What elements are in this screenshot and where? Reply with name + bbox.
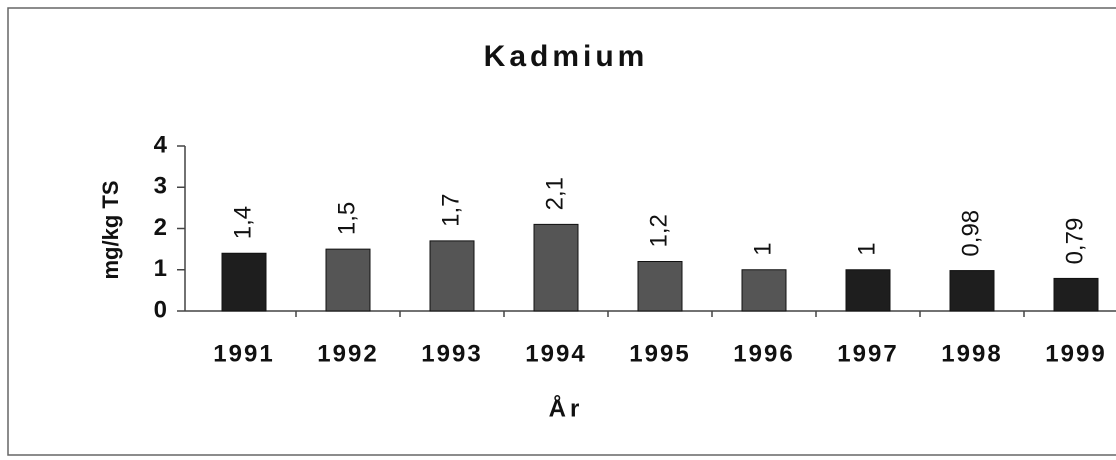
y-tick-label: 2 (154, 214, 167, 241)
bar (1053, 277, 1099, 312)
chart-title: Kadmium (484, 40, 649, 73)
value-label: 1,4 (229, 206, 256, 239)
bar (429, 240, 475, 312)
value-label: 2,1 (541, 177, 568, 210)
value-label: 0,98 (957, 210, 984, 257)
x-tick-label: 1993 (421, 340, 482, 367)
value-label: 1,5 (333, 202, 360, 235)
bar (637, 261, 683, 312)
frame (7, 7, 1116, 456)
x-tick-label: 1996 (733, 340, 794, 367)
y-tick-label: 4 (154, 131, 168, 158)
value-label: 1 (853, 242, 880, 255)
bar (741, 269, 787, 312)
x-axis-label: År (549, 394, 584, 422)
bar (949, 270, 995, 312)
x-tick-label: 1997 (837, 340, 898, 367)
value-label: 0,79 (1061, 218, 1088, 265)
value-label: 1,7 (437, 194, 464, 227)
y-axis-label: mg/kg TS (98, 180, 123, 279)
bar (533, 223, 579, 312)
x-tick-label: 1998 (941, 340, 1002, 367)
y-tick-label: 0 (154, 296, 167, 323)
y-tick-label: 3 (154, 173, 167, 200)
x-tick-label: 1991 (213, 340, 274, 367)
x-tick-label: 1995 (629, 340, 690, 367)
bar (221, 252, 267, 312)
value-label: 1,2 (645, 214, 672, 247)
x-tick-label: 1992 (317, 340, 378, 367)
value-label: 1 (749, 242, 776, 255)
x-tick-label: 1999 (1045, 340, 1106, 367)
y-tick-label: 1 (154, 255, 167, 282)
x-tick-label: 1994 (525, 340, 586, 367)
bar (325, 248, 371, 312)
bar (845, 269, 891, 312)
